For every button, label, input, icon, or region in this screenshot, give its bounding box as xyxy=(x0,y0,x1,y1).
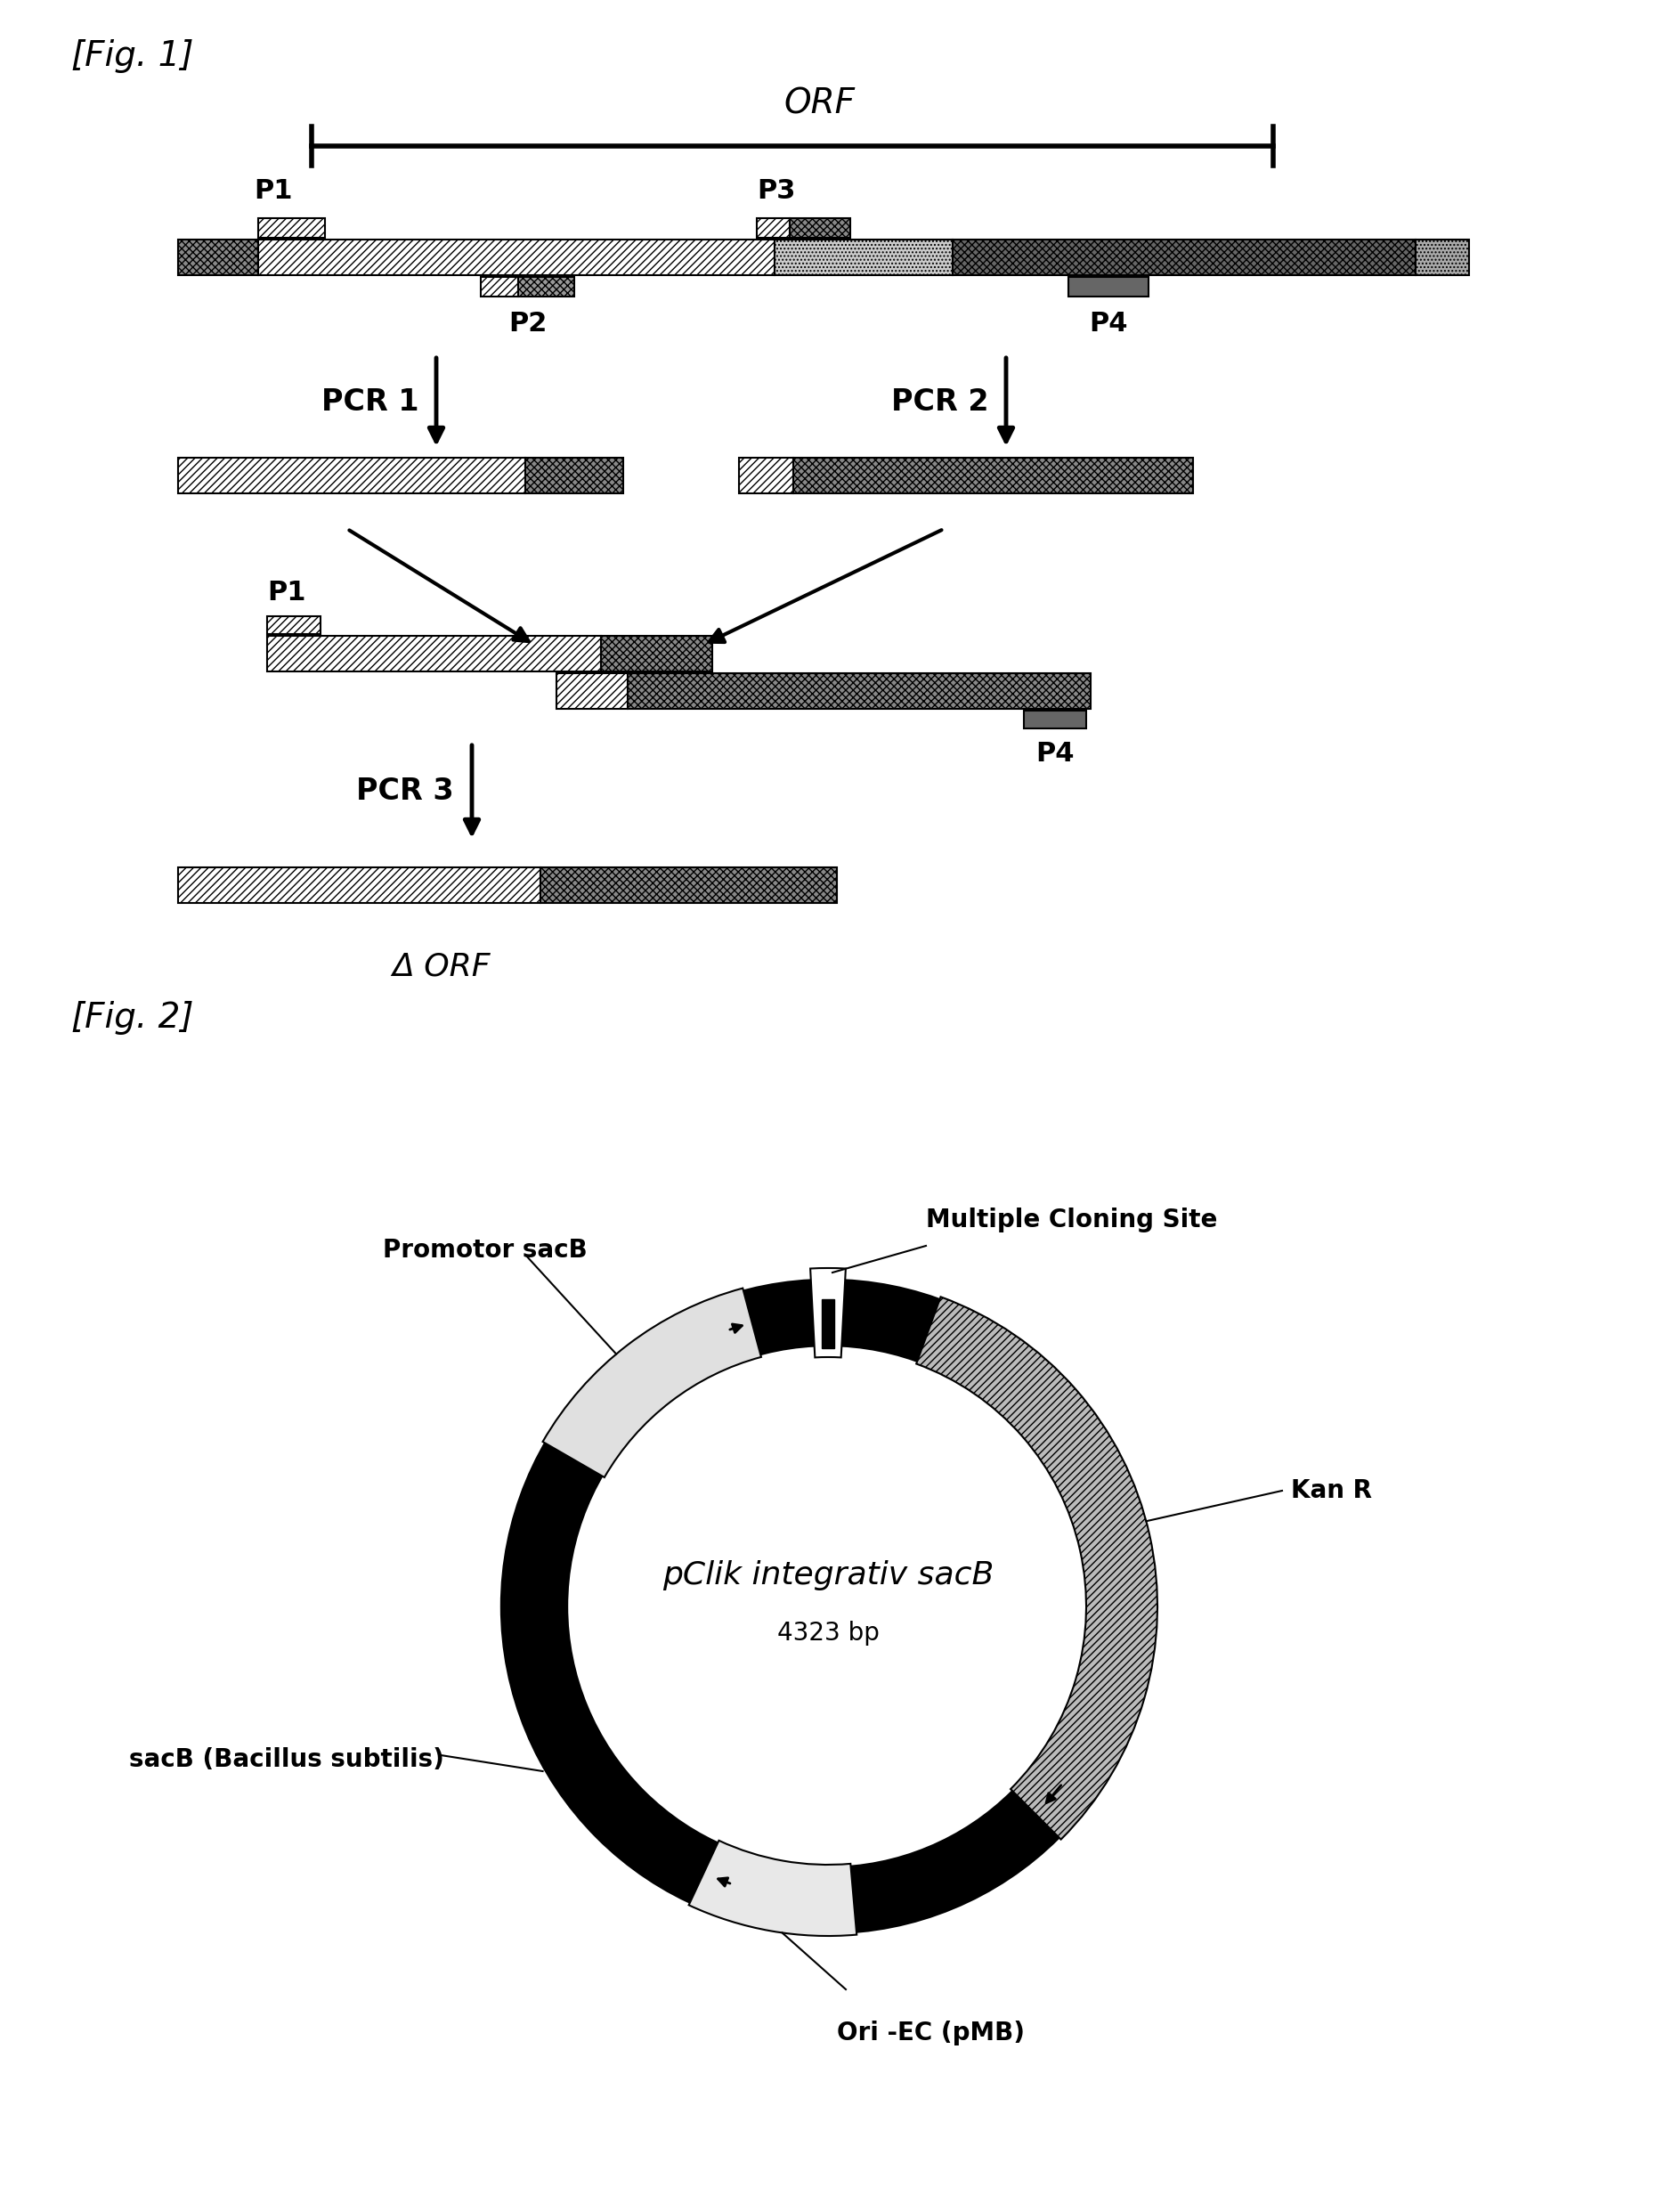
Bar xyxy=(628,672,1091,708)
Text: Multiple Cloning Site: Multiple Cloning Site xyxy=(926,1208,1217,1232)
Text: [Fig. 1]: [Fig. 1] xyxy=(71,40,194,73)
Bar xyxy=(1023,710,1086,728)
Bar xyxy=(525,458,623,493)
Bar xyxy=(757,219,790,237)
Bar xyxy=(556,672,628,708)
Bar xyxy=(480,276,518,296)
Text: P2: P2 xyxy=(508,310,546,336)
Wedge shape xyxy=(810,1267,846,1358)
Text: P1: P1 xyxy=(253,179,293,204)
Bar xyxy=(775,239,952,274)
Wedge shape xyxy=(916,1296,1158,1840)
Bar xyxy=(267,635,601,672)
Text: P4: P4 xyxy=(1035,741,1075,768)
Text: Δ ORF: Δ ORF xyxy=(392,951,490,982)
Wedge shape xyxy=(689,1840,856,1936)
Bar xyxy=(601,635,712,672)
Bar xyxy=(267,617,321,635)
Bar xyxy=(1416,239,1469,274)
Bar xyxy=(1068,276,1149,296)
Text: P1: P1 xyxy=(267,580,306,606)
Bar xyxy=(540,867,836,902)
Text: P4: P4 xyxy=(1090,310,1128,336)
Bar xyxy=(179,239,258,274)
Bar xyxy=(179,458,525,493)
Bar xyxy=(179,867,540,902)
Bar xyxy=(739,458,793,493)
Text: PCR 2: PCR 2 xyxy=(891,387,989,416)
Text: Ori -EC (pMB): Ori -EC (pMB) xyxy=(836,2020,1025,2046)
Bar xyxy=(821,1298,835,1349)
Text: PCR 1: PCR 1 xyxy=(321,387,419,416)
Text: Kan R: Kan R xyxy=(1292,1478,1371,1504)
Bar xyxy=(258,219,325,237)
Text: PCR 3: PCR 3 xyxy=(356,776,454,807)
Wedge shape xyxy=(543,1287,762,1478)
Text: pClik integrativ sacB: pClik integrativ sacB xyxy=(662,1559,994,1590)
Bar xyxy=(952,239,1416,274)
Text: P3: P3 xyxy=(757,179,795,204)
Text: Promotor sacB: Promotor sacB xyxy=(383,1239,588,1263)
Bar xyxy=(793,458,1192,493)
Text: ORF: ORF xyxy=(783,86,854,122)
Text: 4323 bp: 4323 bp xyxy=(777,1621,879,1646)
Bar xyxy=(258,239,775,274)
Text: [Fig. 2]: [Fig. 2] xyxy=(71,1000,194,1035)
Text: sacB (Bacillus subtilis): sacB (Bacillus subtilis) xyxy=(129,1747,444,1772)
Bar xyxy=(790,219,850,237)
Bar xyxy=(518,276,575,296)
